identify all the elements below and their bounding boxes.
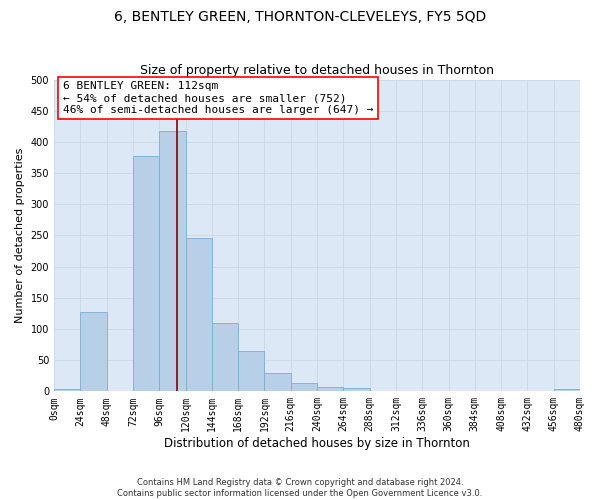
Bar (317, 387, 343, 392)
Bar (54, 390, 80, 392)
Bar (291, 383, 317, 392)
Title: Size of property relative to detached houses in Thornton: Size of property relative to detached ho… (140, 64, 494, 77)
Bar (159, 130, 185, 392)
Y-axis label: Number of detached properties: Number of detached properties (15, 148, 25, 323)
Bar (133, 156, 159, 392)
Bar (185, 238, 212, 392)
Bar (238, 351, 265, 392)
Bar (212, 322, 238, 392)
Text: 6, BENTLEY GREEN, THORNTON-CLEVELEYS, FY5 5QD: 6, BENTLEY GREEN, THORNTON-CLEVELEYS, FY… (114, 10, 486, 24)
Bar (265, 372, 291, 392)
Bar (80, 312, 107, 392)
Text: 6 BENTLEY GREEN: 112sqm
← 54% of detached houses are smaller (752)
46% of semi-d: 6 BENTLEY GREEN: 112sqm ← 54% of detache… (63, 82, 373, 114)
Bar (554, 390, 580, 392)
X-axis label: Distribution of detached houses by size in Thornton: Distribution of detached houses by size … (164, 437, 470, 450)
Text: Contains HM Land Registry data © Crown copyright and database right 2024.
Contai: Contains HM Land Registry data © Crown c… (118, 478, 482, 498)
Bar (343, 388, 370, 392)
